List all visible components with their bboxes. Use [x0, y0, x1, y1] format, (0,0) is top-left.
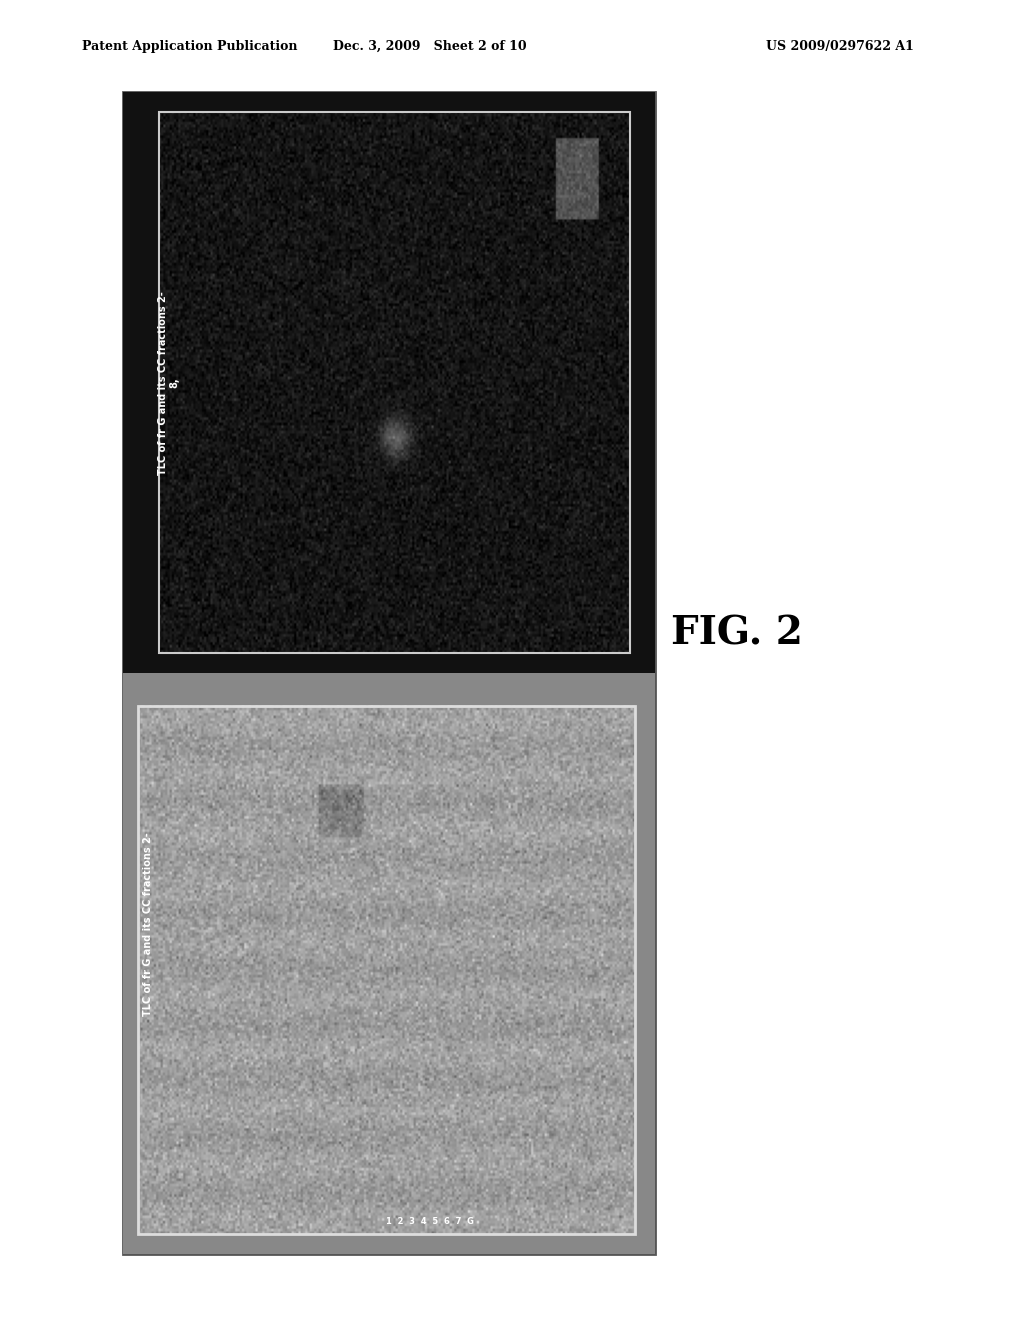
Text: FIG. 2: FIG. 2 — [672, 615, 803, 652]
Bar — [123, 92, 655, 1254]
Bar — [123, 673, 655, 1254]
Text: 1  2  3  4  5  6  7  G: 1 2 3 4 5 6 7 G — [386, 1217, 474, 1225]
Text: TLC of fr G and its CC fractions 2-: TLC of fr G and its CC fractions 2- — [143, 832, 154, 1016]
Text: Patent Application Publication: Patent Application Publication — [82, 40, 297, 53]
Bar — [123, 92, 655, 673]
Text: TLC of fr G and its CC fractions 2-
8,: TLC of fr G and its CC fractions 2- 8, — [158, 290, 180, 475]
Text: US 2009/0297622 A1: US 2009/0297622 A1 — [766, 40, 913, 53]
Text: Dec. 3, 2009   Sheet 2 of 10: Dec. 3, 2009 Sheet 2 of 10 — [333, 40, 527, 53]
Bar — [138, 706, 635, 1234]
Bar — [159, 112, 630, 653]
